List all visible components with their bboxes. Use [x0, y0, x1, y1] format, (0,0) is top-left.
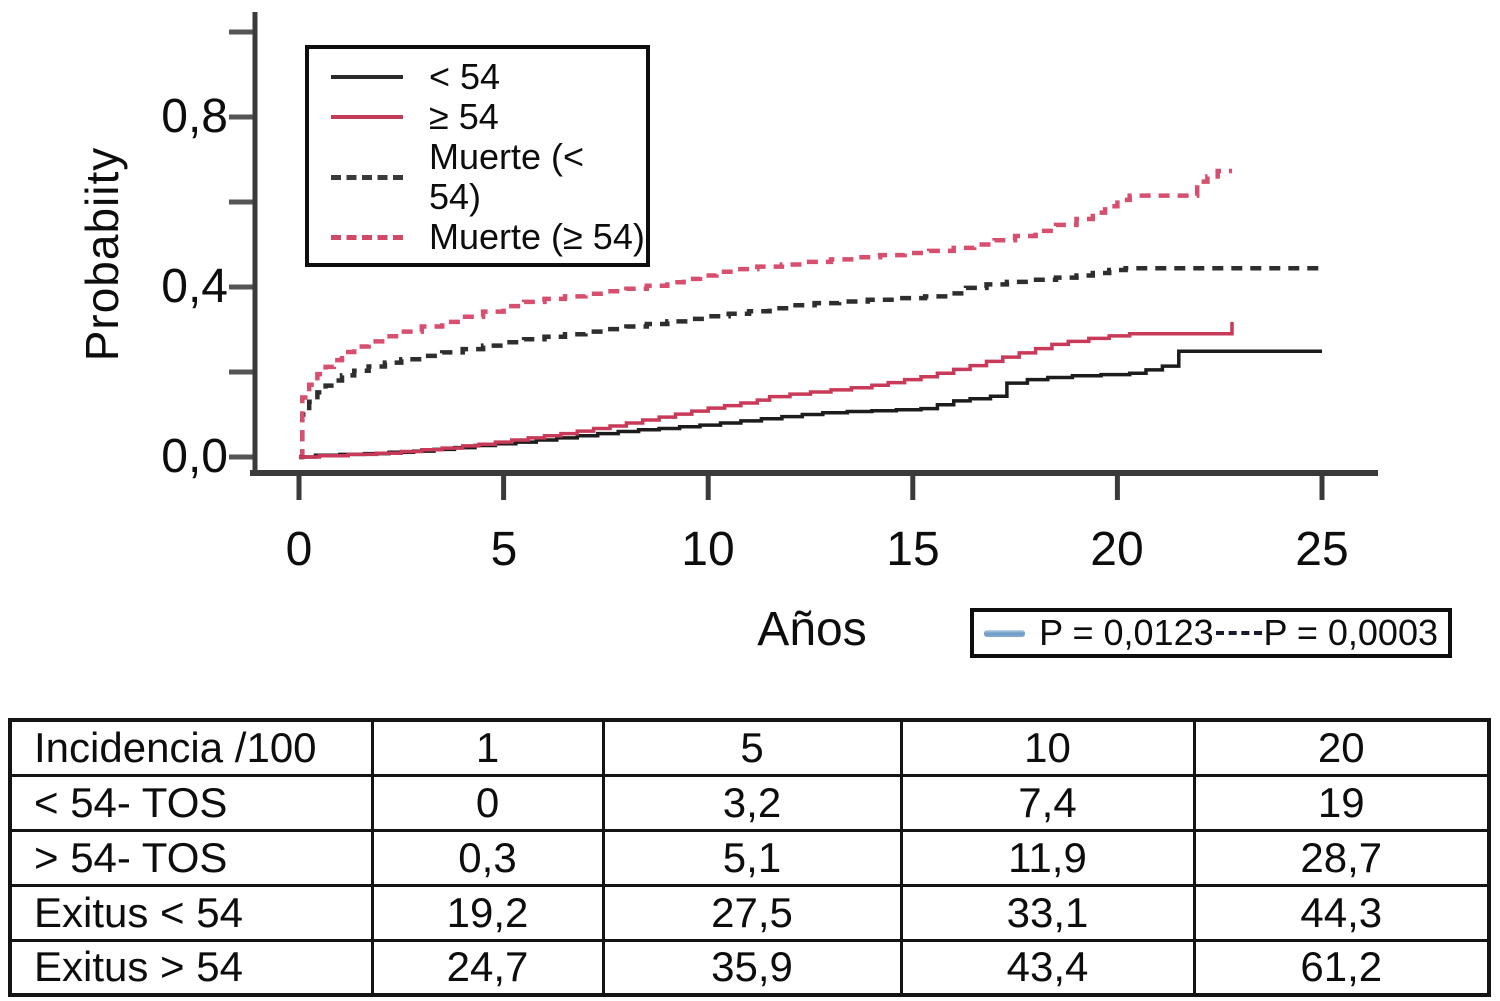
row-label: > 54- TOS — [8, 828, 374, 887]
legend-label: Muerte (< 54) — [428, 136, 585, 217]
table-cell: 5,1 — [601, 828, 903, 887]
table-cell: 43,4 — [899, 938, 1196, 997]
row-label: Exitus > 54 — [8, 938, 374, 997]
table-cell: 3,2 — [601, 773, 903, 832]
table-row: > 54- TOS 0,3 5,1 11,9 28,7 — [8, 828, 1491, 887]
table-cell: 7,4 — [899, 773, 1196, 832]
dashed-red-line-icon — [331, 234, 403, 240]
dashed-line-icon — [1215, 631, 1262, 635]
table-cell: 19 — [1192, 773, 1491, 832]
row-label: Exitus < 54 — [8, 883, 374, 942]
table-cell: 24,7 — [370, 938, 605, 997]
table-cell: 35,9 — [601, 938, 903, 997]
table-cell: 19,2 — [370, 883, 605, 942]
table-cell: 28,7 — [1192, 828, 1491, 887]
table-cell: 0,3 — [370, 828, 605, 887]
pvalue-solid: P = 0,0123 — [1039, 612, 1214, 653]
x-tick-label-10: 10 — [681, 523, 735, 576]
row-label: < 54- TOS — [8, 773, 374, 832]
table-cell: 27,5 — [601, 883, 903, 942]
table-cell: 61,2 — [1192, 938, 1491, 997]
table-cell: 11,9 — [899, 828, 1196, 887]
pvalue-box: P = 0,0123 P = 0,0003 — [970, 608, 1452, 658]
table-header-row: Incidencia /100 1 5 10 20 — [8, 718, 1491, 777]
incidence-table: Incidencia /100 1 5 10 20 < 54- TOS 0 3,… — [8, 718, 1491, 997]
x-tick-label-0: 0 — [285, 523, 313, 576]
solid-red-line-icon — [331, 115, 403, 119]
legend-item-ge54: ≥ 54 — [309, 97, 646, 137]
solid-black-line-icon — [331, 75, 403, 79]
legend-item-lt54: < 54 — [309, 57, 646, 97]
table-header-cell: Incidencia /100 — [8, 718, 374, 777]
x-tick-label-15: 15 — [886, 523, 940, 576]
table-cell: 44,3 — [1192, 883, 1491, 942]
solid-blue-line-icon — [984, 629, 1026, 637]
legend-label: ≥ 54 — [429, 96, 499, 137]
table-row: Exitus < 54 19,2 27,5 33,1 44,3 — [8, 883, 1491, 942]
legend-item-muerte-lt54: Muerte (< 54) — [309, 137, 646, 217]
y-tick-label-08: 0,8 — [161, 90, 228, 143]
legend-label: Muerte (≥ 54) — [429, 216, 645, 257]
y-tick-label-04: 0,4 — [161, 260, 228, 313]
survival-chart — [229, 12, 1378, 500]
table-cell: 0 — [370, 773, 605, 832]
y-tick-label-00: 0,0 — [161, 430, 228, 483]
x-tick-label-20: 20 — [1090, 523, 1144, 576]
pvalue-dashed: P = 0,0003 — [1263, 612, 1439, 653]
table-header-cell: 1 — [370, 718, 605, 777]
table-row: < 54- TOS 0 3,2 7,4 19 — [8, 773, 1491, 832]
x-tick-label-5: 5 — [490, 523, 518, 576]
table-header-cell: 20 — [1192, 718, 1491, 777]
legend-box: < 54 ≥ 54 Muerte (< 54) Muerte (≥ 54) — [305, 45, 650, 267]
table-cell: 33,1 — [899, 883, 1196, 942]
x-axis-title: Años — [757, 603, 867, 656]
table-row: Exitus > 54 24,7 35,9 43,4 61,2 — [8, 938, 1491, 997]
x-tick-label-25: 25 — [1295, 523, 1349, 576]
legend-label: < 54 — [429, 56, 501, 97]
table-header-cell: 10 — [899, 718, 1196, 777]
table-header-cell: 5 — [601, 718, 903, 777]
dashed-black-line-icon — [331, 174, 403, 180]
legend-item-muerte-ge54: Muerte (≥ 54) — [309, 217, 646, 257]
